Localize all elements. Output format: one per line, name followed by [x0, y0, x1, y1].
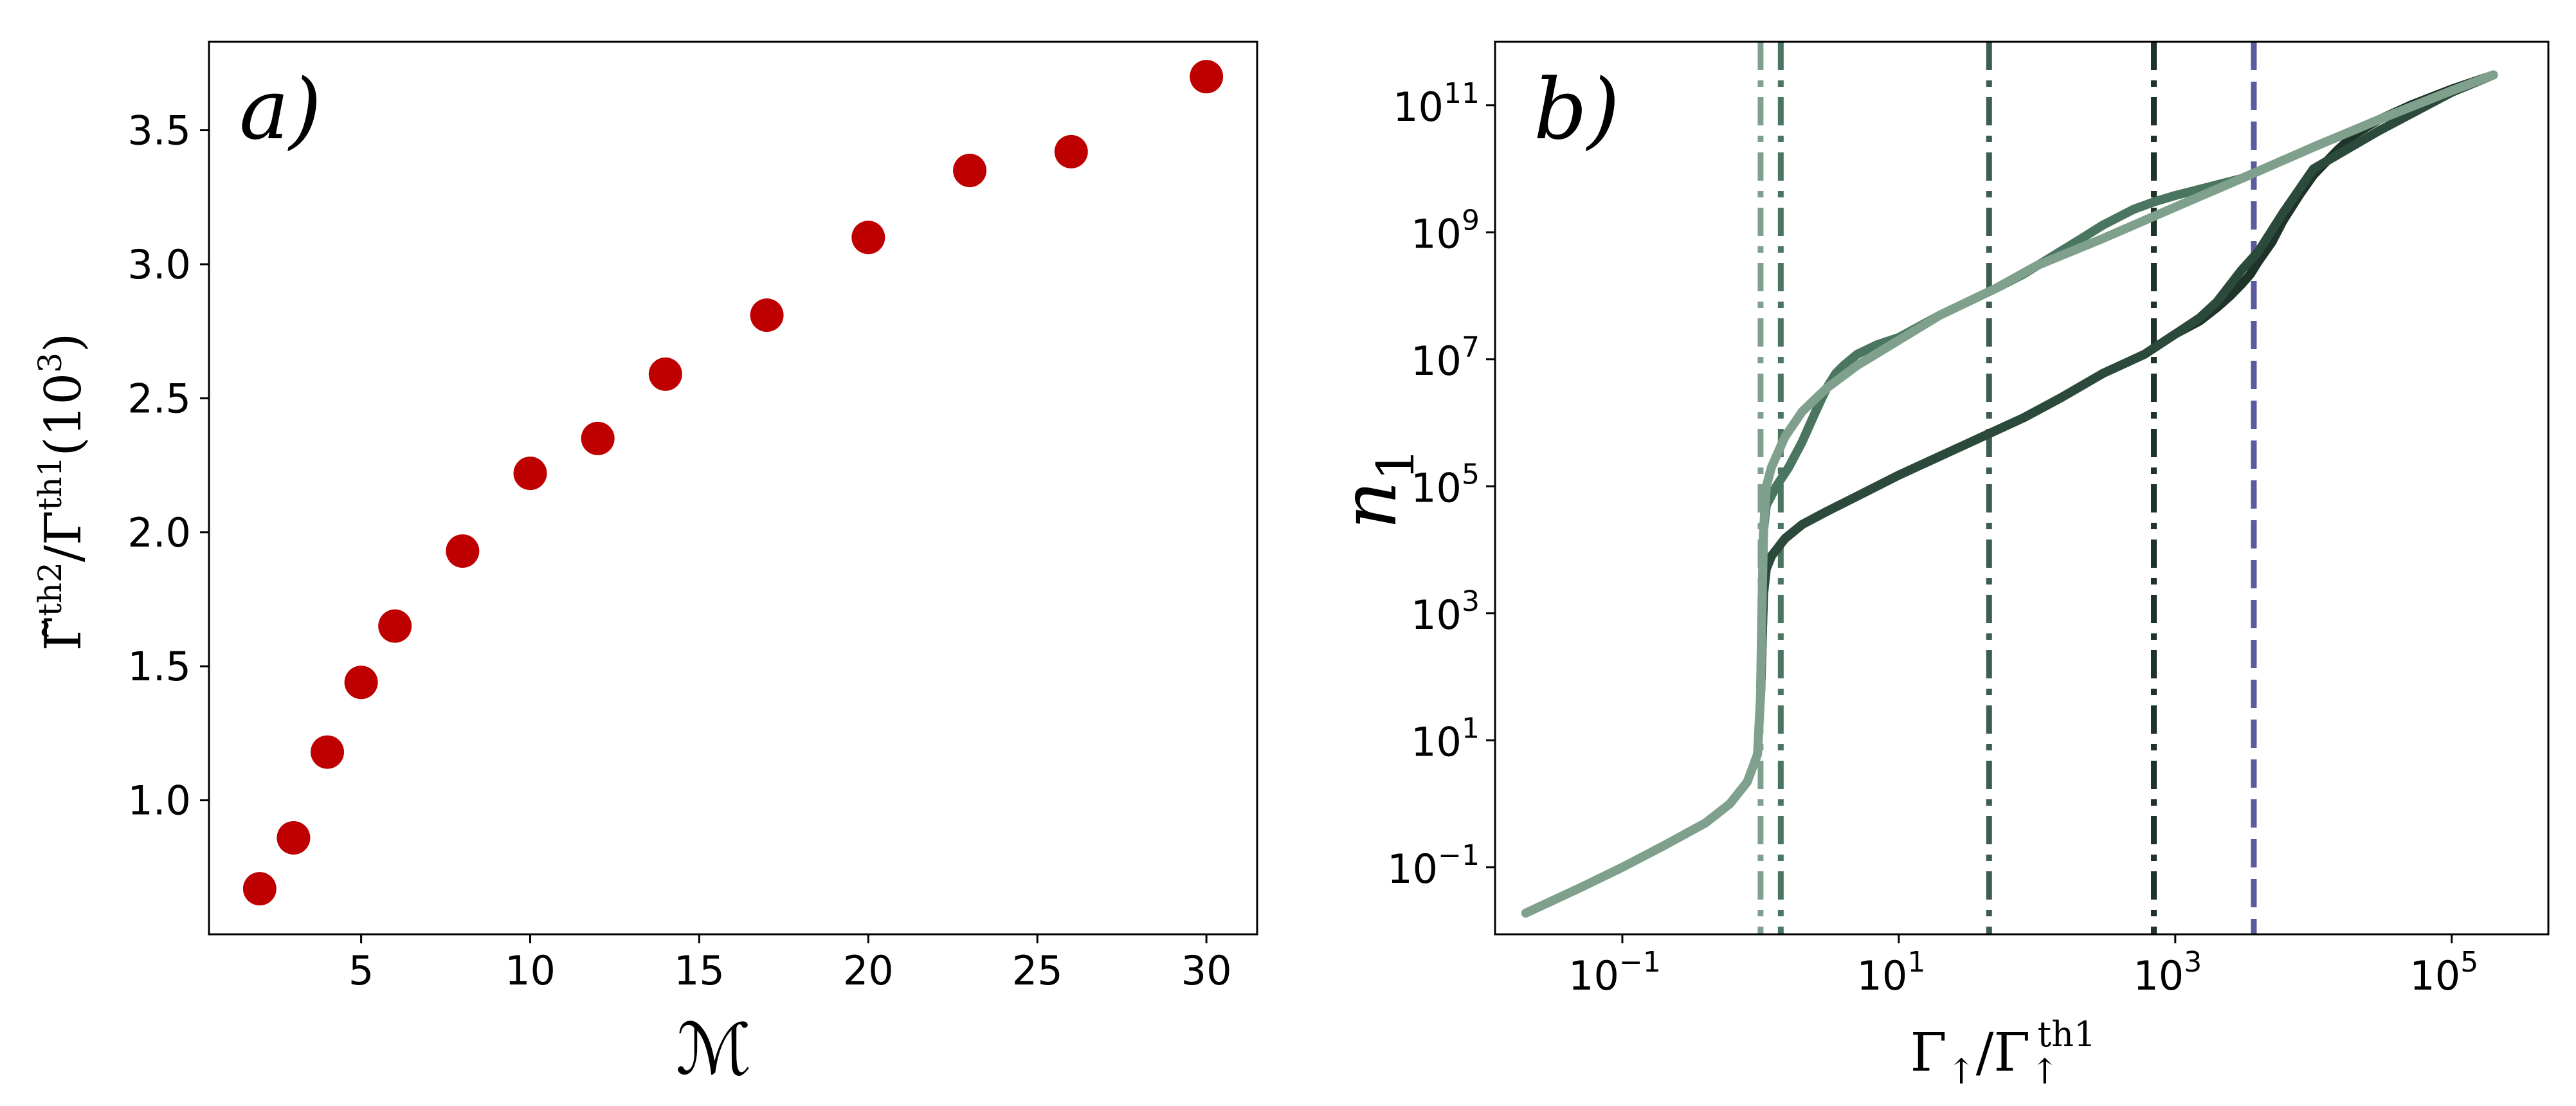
- svg-text:Γ̃th2/Γth1(103): Γ̃th2/Γth1(103): [32, 333, 93, 651]
- data-point: [648, 357, 682, 391]
- data-point: [1054, 134, 1088, 168]
- data-point: [446, 534, 480, 568]
- panel-b-y-axis-title: n1: [1325, 448, 1426, 530]
- x-tick-label: 103: [2133, 946, 2202, 999]
- svg-text:n1: n1: [1325, 448, 1426, 530]
- panel-a-frame: [208, 41, 1258, 936]
- y-tick-label: 1.0: [127, 777, 191, 824]
- panel-b-x-ticks: 10−1 101 103 105: [1568, 934, 2478, 999]
- y-tick-label: 3.0: [127, 241, 191, 288]
- x-tick-label: 5: [349, 947, 374, 994]
- panel-a-y-ticks: 1.0 1.5 2.0 2.5 3.0 3.5: [127, 107, 209, 824]
- data-point: [344, 666, 378, 700]
- x-tick-label: 30: [1181, 947, 1232, 994]
- panel-b-y-ticks: 10−1 101 103 105 107 109 1011: [1387, 77, 1495, 893]
- panel-b-x-axis-title: Γ↑/Γ↑th1: [1910, 1014, 2096, 1092]
- y-tick-label: 2.0: [127, 509, 191, 556]
- series-line: [1755, 70, 2498, 701]
- x-tick-label: 101: [1856, 946, 1925, 999]
- series-line: [1521, 70, 2498, 918]
- series-line: [1755, 70, 2498, 701]
- y-tick-label: 101: [1411, 712, 1480, 765]
- data-point: [378, 609, 412, 643]
- y-tick-label: 103: [1411, 585, 1480, 639]
- panel-a-y-axis-title: Γ̃th2/Γth1(103): [32, 333, 93, 651]
- panel-a-x-ticks: 5 10 15 20 25 30: [349, 934, 1232, 994]
- x-tick-label: 10−1: [1568, 946, 1661, 999]
- y-tick-label: 3.5: [127, 107, 191, 154]
- y-tick-label: 10−1: [1387, 839, 1480, 893]
- data-point: [1190, 60, 1224, 94]
- x-tick-label: 25: [1012, 947, 1063, 994]
- panel-b-label: b): [1534, 60, 1620, 158]
- x-tick-label: 15: [674, 947, 725, 994]
- x-tick-label: 10: [505, 947, 556, 994]
- panel-b-series: [1521, 70, 2498, 918]
- data-point: [851, 221, 885, 255]
- y-tick-label: 107: [1411, 331, 1480, 385]
- x-tick-label: 105: [2409, 946, 2478, 999]
- y-tick-label: 105: [1411, 458, 1480, 511]
- panel-a: 5 10 15 20 25 30 1.0 1.5 2.0 2.5 3.0 3.5 a) ℳ Γ̃th…: [32, 41, 1258, 1091]
- data-point: [953, 154, 987, 188]
- y-tick-label: 2.5: [127, 375, 191, 422]
- panel-a-label: a): [239, 60, 322, 158]
- data-point: [311, 735, 345, 769]
- data-point: [750, 298, 784, 332]
- data-point: [242, 872, 277, 906]
- y-tick-label: 109: [1411, 204, 1480, 257]
- panel-b: 10−1 101 103 105 10−1 101 103 105 107 109 1011 b)…: [1325, 41, 2550, 1092]
- y-tick-label: 1011: [1393, 77, 1480, 131]
- data-point: [277, 820, 311, 855]
- panel-a-points: [242, 60, 1224, 906]
- x-tick-label: 20: [843, 947, 894, 994]
- panel-b-vertical-lines: [1757, 42, 2257, 934]
- panel-a-x-axis-title: ℳ: [676, 1008, 752, 1091]
- y-tick-label: 1.5: [127, 643, 191, 690]
- data-point: [513, 457, 547, 491]
- data-point: [581, 421, 615, 455]
- panel-b-frame: [1494, 41, 2550, 936]
- series-line: [1755, 70, 2498, 701]
